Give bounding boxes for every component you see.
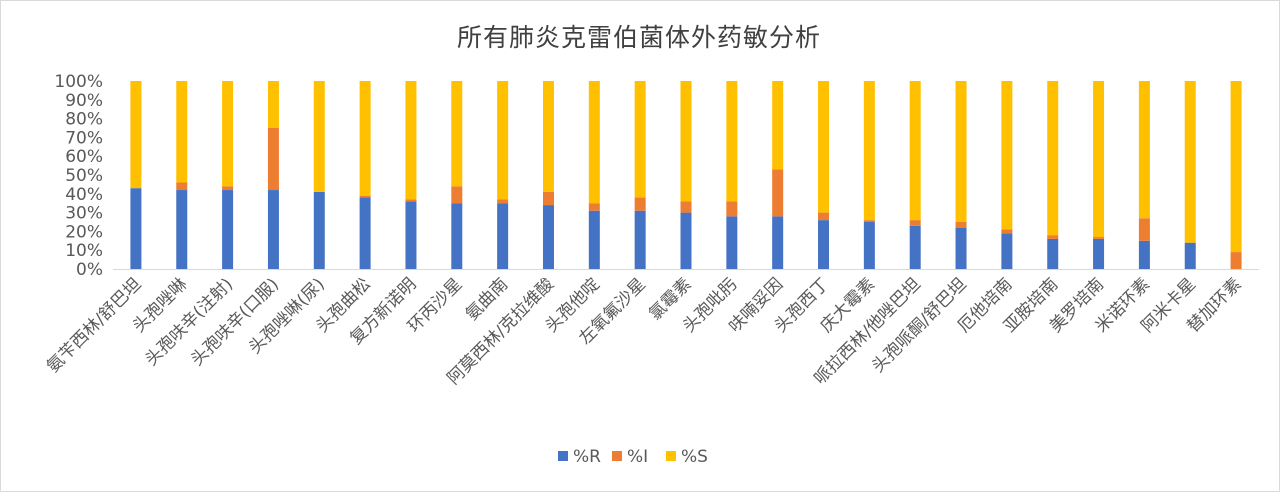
bar-segment bbox=[772, 216, 784, 269]
bar-segment bbox=[497, 199, 509, 204]
bar-segment bbox=[909, 220, 921, 226]
legend-label: %I bbox=[627, 447, 648, 467]
bar-segment bbox=[955, 227, 967, 269]
chart-title: 所有肺炎克雷伯菌体外药敏分析 bbox=[457, 23, 821, 52]
bar-segment bbox=[726, 216, 738, 269]
bar-segment bbox=[1138, 240, 1150, 269]
x-axis: 氨苄西林/舒巴坦头孢唑啉头孢呋辛(注射)头孢呋辛(口服)头孢唑啉(尿)头孢曲松复… bbox=[43, 269, 1259, 389]
bar-segment bbox=[405, 201, 417, 269]
bar-segment bbox=[359, 81, 371, 196]
bar-segment bbox=[863, 220, 875, 222]
bar-segment bbox=[955, 222, 967, 228]
bar-segment bbox=[405, 199, 417, 202]
bar-segment bbox=[542, 81, 554, 192]
bar-segment bbox=[267, 81, 279, 128]
bar-segment bbox=[1184, 81, 1196, 243]
y-tick-label: 80% bbox=[65, 110, 103, 130]
legend-swatch bbox=[666, 451, 676, 461]
bar-segment bbox=[497, 203, 509, 269]
bar-segment bbox=[1001, 233, 1013, 269]
y-tick-label: 40% bbox=[65, 185, 103, 205]
bar-segment bbox=[634, 81, 646, 198]
bar-segment bbox=[1184, 242, 1196, 269]
bar-segment bbox=[1138, 81, 1150, 219]
bar-segment bbox=[359, 195, 371, 198]
bar-segment bbox=[680, 81, 692, 202]
bar-segment bbox=[222, 186, 234, 191]
y-tick-label: 0% bbox=[76, 260, 103, 280]
legend-label: %S bbox=[681, 447, 708, 467]
bar-segment bbox=[909, 225, 921, 269]
bar-segment bbox=[130, 188, 142, 269]
bar-segment bbox=[542, 191, 554, 206]
bar-segment bbox=[634, 210, 646, 269]
y-tick-label: 100% bbox=[54, 72, 103, 92]
bar-segment bbox=[313, 191, 325, 269]
bar-segment bbox=[267, 128, 279, 191]
bar-segment bbox=[542, 205, 554, 269]
bar-segment bbox=[1047, 81, 1059, 236]
bar-segment bbox=[955, 81, 967, 222]
bar-segment bbox=[588, 203, 600, 211]
bar-segment bbox=[176, 182, 188, 191]
bar-segment bbox=[680, 201, 692, 213]
y-tick-label: 20% bbox=[65, 222, 103, 242]
bar-segment bbox=[726, 201, 738, 217]
bar-segment bbox=[588, 210, 600, 269]
bar-segment bbox=[1138, 218, 1150, 241]
bar-segment bbox=[451, 81, 463, 187]
bar-segment bbox=[1093, 237, 1105, 239]
legend: %R %I %S bbox=[558, 447, 708, 467]
y-tick-label: 90% bbox=[65, 91, 103, 111]
bar-segment bbox=[909, 81, 921, 221]
bar-segment bbox=[1230, 81, 1242, 253]
bar-segment bbox=[772, 81, 784, 170]
bar-segment bbox=[863, 222, 875, 269]
bar-segment bbox=[1001, 229, 1013, 234]
y-tick-label: 30% bbox=[65, 204, 103, 224]
bar-segment bbox=[1047, 238, 1059, 269]
legend-swatch bbox=[612, 451, 622, 461]
bar-segment bbox=[772, 169, 784, 217]
bar-segment bbox=[176, 81, 188, 183]
y-axis: 0%10%20%30%40%50%60%70%80%90%100% bbox=[54, 72, 103, 280]
bar-segment bbox=[405, 81, 417, 200]
bar-segment bbox=[1093, 81, 1105, 238]
bar-segment bbox=[313, 81, 325, 192]
bar-segment bbox=[451, 203, 463, 269]
bar-segment bbox=[267, 190, 279, 269]
bar-segment bbox=[1047, 235, 1059, 239]
bar-segment bbox=[222, 81, 234, 187]
y-tick-label: 50% bbox=[65, 166, 103, 186]
y-tick-label: 70% bbox=[65, 128, 103, 148]
bar-segment bbox=[818, 212, 830, 221]
bar-segment bbox=[726, 81, 738, 202]
bar-segment bbox=[1001, 81, 1013, 230]
bar-segment bbox=[1093, 238, 1105, 269]
y-tick-label: 10% bbox=[65, 241, 103, 261]
legend-swatch bbox=[558, 451, 568, 461]
bar-segment bbox=[680, 212, 692, 269]
legend-label: %R bbox=[573, 447, 601, 467]
bar-segment bbox=[130, 81, 142, 189]
bar-segment bbox=[634, 197, 646, 211]
y-tick-label: 60% bbox=[65, 147, 103, 167]
bar-segment bbox=[359, 197, 371, 269]
bar-segment bbox=[588, 81, 600, 204]
x-tick-label: 氨苄西林/舒巴坦 bbox=[43, 274, 145, 376]
bar-segment bbox=[451, 186, 463, 204]
bars-group bbox=[130, 81, 1242, 269]
bar-segment bbox=[863, 81, 875, 221]
bar-segment bbox=[222, 190, 234, 269]
bar-segment bbox=[497, 81, 509, 200]
bar-segment bbox=[176, 190, 188, 269]
bar-segment bbox=[818, 220, 830, 269]
bar-segment bbox=[1230, 252, 1242, 269]
bar-segment bbox=[818, 81, 830, 213]
